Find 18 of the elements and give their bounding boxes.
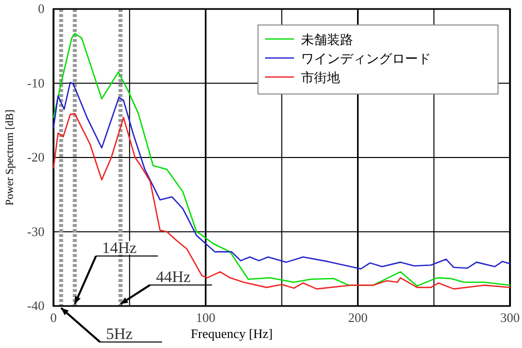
line-series — [52, 113, 511, 290]
y-axis-title: Power Spectrum [dB] — [4, 110, 16, 206]
x-axis-title: Frequency [Hz] — [190, 326, 273, 341]
ref-line-label: 5Hz — [106, 326, 133, 343]
y-tick-label: -40 — [27, 298, 44, 313]
ref-line-label: 44Hz — [156, 269, 191, 286]
y-tick-label: -10 — [27, 75, 44, 90]
legend-label: 市街地 — [301, 71, 340, 86]
x-tick-label: 0 — [50, 310, 57, 325]
y-tick-label: -20 — [27, 150, 44, 164]
x-tick-label: 100 — [196, 310, 216, 325]
x-tick-label: 300 — [500, 310, 520, 325]
y-tick-label: 0 — [38, 1, 44, 16]
line-series — [52, 32, 511, 287]
x-tick-label: 200 — [348, 310, 368, 325]
y-tick-label: -30 — [27, 224, 44, 239]
legend-label: ワインディングロード — [301, 52, 431, 67]
legend-label: 未舗装路 — [301, 33, 353, 48]
